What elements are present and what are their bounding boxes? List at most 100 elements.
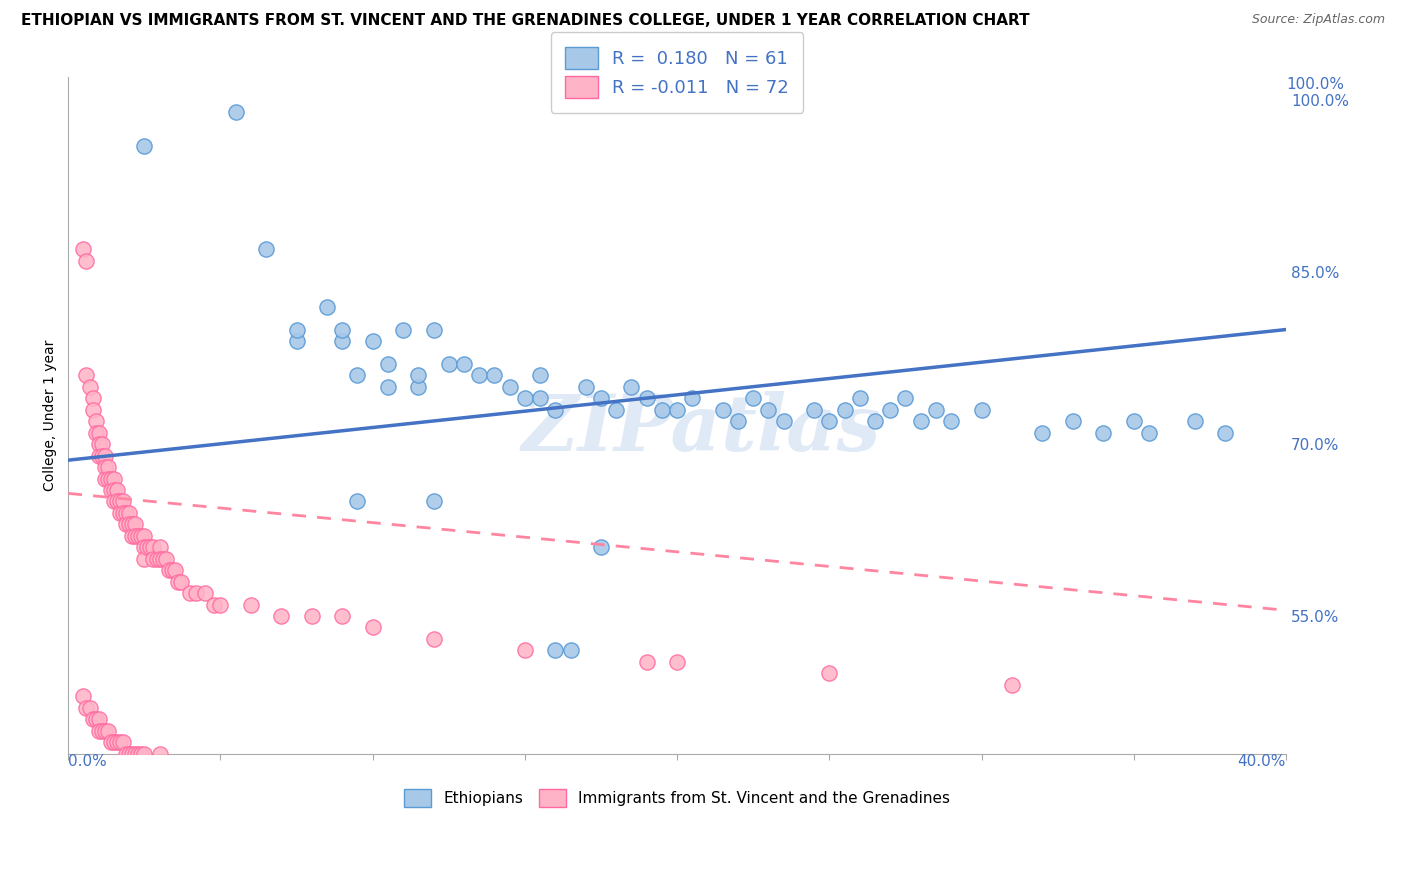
Point bbox=[589, 541, 612, 555]
Point bbox=[925, 402, 948, 417]
Point bbox=[392, 322, 415, 336]
Point bbox=[127, 529, 149, 543]
Point bbox=[636, 655, 658, 669]
Point bbox=[79, 380, 101, 394]
Point bbox=[666, 402, 689, 417]
Point bbox=[94, 449, 117, 463]
Point bbox=[666, 655, 689, 669]
Point bbox=[157, 563, 180, 577]
Point bbox=[346, 494, 368, 508]
Point bbox=[94, 471, 117, 485]
Point bbox=[84, 712, 107, 726]
Point bbox=[118, 747, 141, 761]
Point bbox=[121, 747, 143, 761]
Point bbox=[129, 529, 152, 543]
Point bbox=[82, 712, 104, 726]
Point bbox=[79, 700, 101, 714]
Point bbox=[97, 460, 120, 475]
Point bbox=[118, 517, 141, 532]
Point bbox=[834, 402, 856, 417]
Point bbox=[529, 392, 551, 406]
Point bbox=[330, 322, 353, 336]
Point bbox=[108, 494, 131, 508]
Point bbox=[90, 449, 112, 463]
Point bbox=[76, 700, 98, 714]
Point bbox=[112, 735, 135, 749]
Point bbox=[803, 402, 825, 417]
Point bbox=[560, 643, 582, 657]
Point bbox=[1092, 425, 1115, 440]
Text: 40.0%: 40.0% bbox=[1237, 754, 1286, 769]
Point bbox=[408, 368, 430, 383]
Point bbox=[124, 517, 146, 532]
Point bbox=[316, 300, 339, 314]
Point bbox=[72, 690, 94, 704]
Point bbox=[377, 380, 399, 394]
Text: ETHIOPIAN VS IMMIGRANTS FROM ST. VINCENT AND THE GRENADINES COLLEGE, UNDER 1 YEA: ETHIOPIAN VS IMMIGRANTS FROM ST. VINCENT… bbox=[21, 13, 1029, 29]
Point bbox=[115, 517, 138, 532]
Point bbox=[112, 494, 135, 508]
Point bbox=[82, 392, 104, 406]
Point bbox=[681, 392, 703, 406]
Point bbox=[100, 483, 122, 497]
Point bbox=[179, 586, 201, 600]
Point bbox=[142, 541, 165, 555]
Point bbox=[103, 471, 125, 485]
Point bbox=[194, 586, 217, 600]
Point bbox=[544, 643, 567, 657]
Point bbox=[575, 380, 598, 394]
Point bbox=[330, 609, 353, 624]
Point bbox=[346, 368, 368, 383]
Point bbox=[330, 334, 353, 348]
Point bbox=[87, 723, 110, 738]
Point bbox=[152, 551, 174, 566]
Point bbox=[422, 322, 444, 336]
Point bbox=[742, 392, 765, 406]
Point bbox=[134, 747, 156, 761]
Point bbox=[94, 723, 117, 738]
Point bbox=[202, 598, 225, 612]
Point bbox=[87, 449, 110, 463]
Point bbox=[498, 380, 520, 394]
Point bbox=[105, 483, 128, 497]
Text: 0.0%: 0.0% bbox=[69, 754, 107, 769]
Point bbox=[1062, 414, 1084, 428]
Point bbox=[155, 551, 177, 566]
Point bbox=[361, 620, 384, 634]
Point bbox=[453, 357, 475, 371]
Text: ZIPatlas: ZIPatlas bbox=[522, 391, 882, 467]
Point bbox=[1031, 425, 1053, 440]
Point bbox=[818, 666, 841, 681]
Legend: Ethiopians, Immigrants from St. Vincent and the Grenadines: Ethiopians, Immigrants from St. Vincent … bbox=[398, 782, 956, 814]
Point bbox=[121, 529, 143, 543]
Point bbox=[422, 632, 444, 646]
Point bbox=[90, 723, 112, 738]
Point bbox=[148, 747, 170, 761]
Point bbox=[97, 471, 120, 485]
Point bbox=[76, 368, 98, 383]
Point bbox=[121, 517, 143, 532]
Point bbox=[84, 425, 107, 440]
Point bbox=[129, 747, 152, 761]
Point bbox=[142, 551, 165, 566]
Point bbox=[100, 735, 122, 749]
Point bbox=[108, 735, 131, 749]
Point bbox=[148, 541, 170, 555]
Point bbox=[87, 425, 110, 440]
Point bbox=[160, 563, 183, 577]
Point bbox=[184, 586, 207, 600]
Point bbox=[848, 392, 870, 406]
Point bbox=[76, 253, 98, 268]
Point bbox=[605, 402, 627, 417]
Point bbox=[97, 723, 120, 738]
Point bbox=[115, 506, 138, 520]
Point bbox=[115, 747, 138, 761]
Point bbox=[103, 494, 125, 508]
Point bbox=[285, 322, 308, 336]
Point bbox=[209, 598, 232, 612]
Point bbox=[301, 609, 323, 624]
Point bbox=[163, 563, 186, 577]
Text: Source: ZipAtlas.com: Source: ZipAtlas.com bbox=[1251, 13, 1385, 27]
Point bbox=[148, 551, 170, 566]
Text: 100.0%: 100.0% bbox=[1286, 78, 1344, 93]
